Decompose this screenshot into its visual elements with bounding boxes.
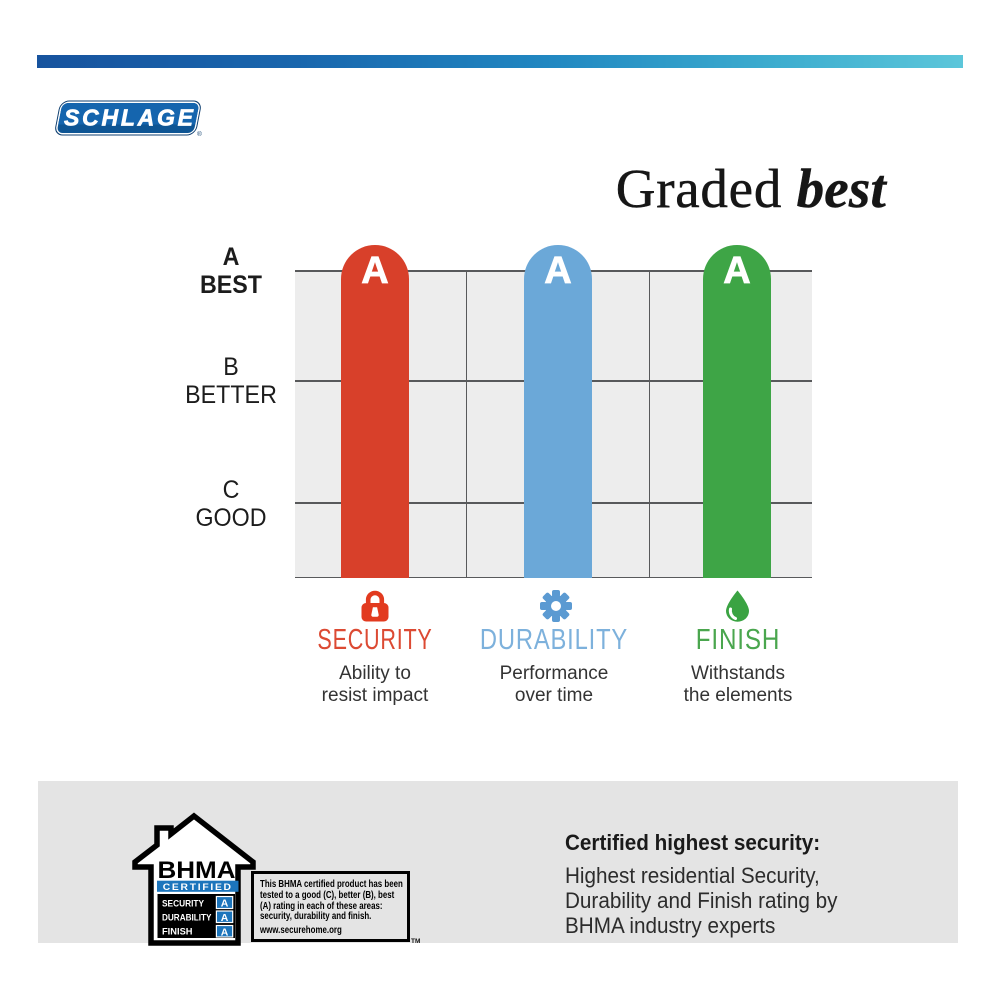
svg-text:®: ®: [197, 130, 202, 138]
svg-text:A: A: [221, 926, 229, 938]
svg-text:A: A: [221, 898, 229, 910]
svg-text:FINISH: FINISH: [162, 927, 193, 937]
svg-text:DURABILITY: DURABILITY: [162, 913, 212, 923]
svg-text:CERTIFIED: CERTIFIED: [163, 882, 233, 892]
svg-text:SECURITY: SECURITY: [162, 899, 204, 909]
svg-text:A: A: [221, 912, 229, 924]
svg-text:BHMA: BHMA: [158, 857, 236, 884]
svg-text:SCHLAGE: SCHLAGE: [64, 105, 195, 131]
